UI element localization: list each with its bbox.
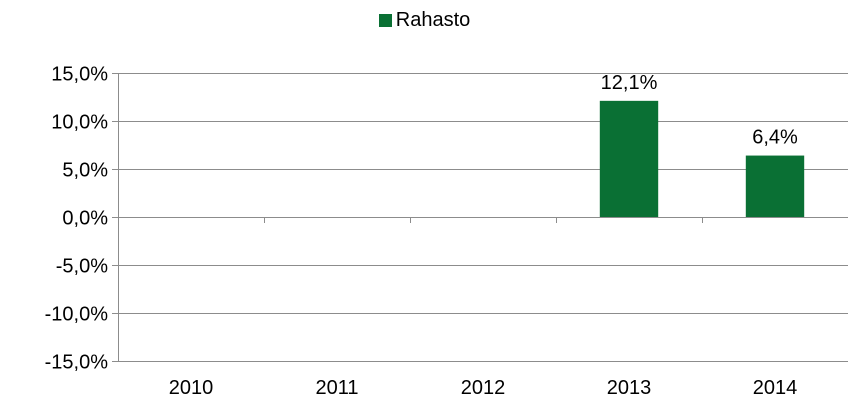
x-tick-label: 2012: [461, 377, 506, 399]
y-tick-label: 0,0%: [62, 208, 108, 230]
legend-swatch: [378, 13, 392, 27]
legend-label: Rahasto: [395, 9, 471, 31]
y-tick-label: 10,0%: [51, 112, 108, 134]
y-tick-label: -5,0%: [56, 256, 108, 278]
x-tick-label: 2010: [169, 377, 214, 399]
legend: Rahasto: [0, 8, 849, 33]
y-tick-label: 5,0%: [62, 160, 108, 182]
x-tick-label: 2014: [753, 377, 798, 399]
data-label: 12,1%: [601, 72, 658, 94]
y-tick-label: -10,0%: [45, 304, 109, 326]
legend-item-rahasto: Rahasto: [378, 8, 471, 32]
bar-2014: [745, 155, 805, 217]
x-tick-label: 2013: [607, 377, 652, 399]
data-label: 6,4%: [752, 127, 798, 149]
bar-2013: [599, 100, 659, 217]
x-tick-label: 2011: [315, 377, 358, 399]
y-tick-label: 15,0%: [51, 64, 108, 86]
y-tick-label: -15,0%: [45, 352, 109, 374]
